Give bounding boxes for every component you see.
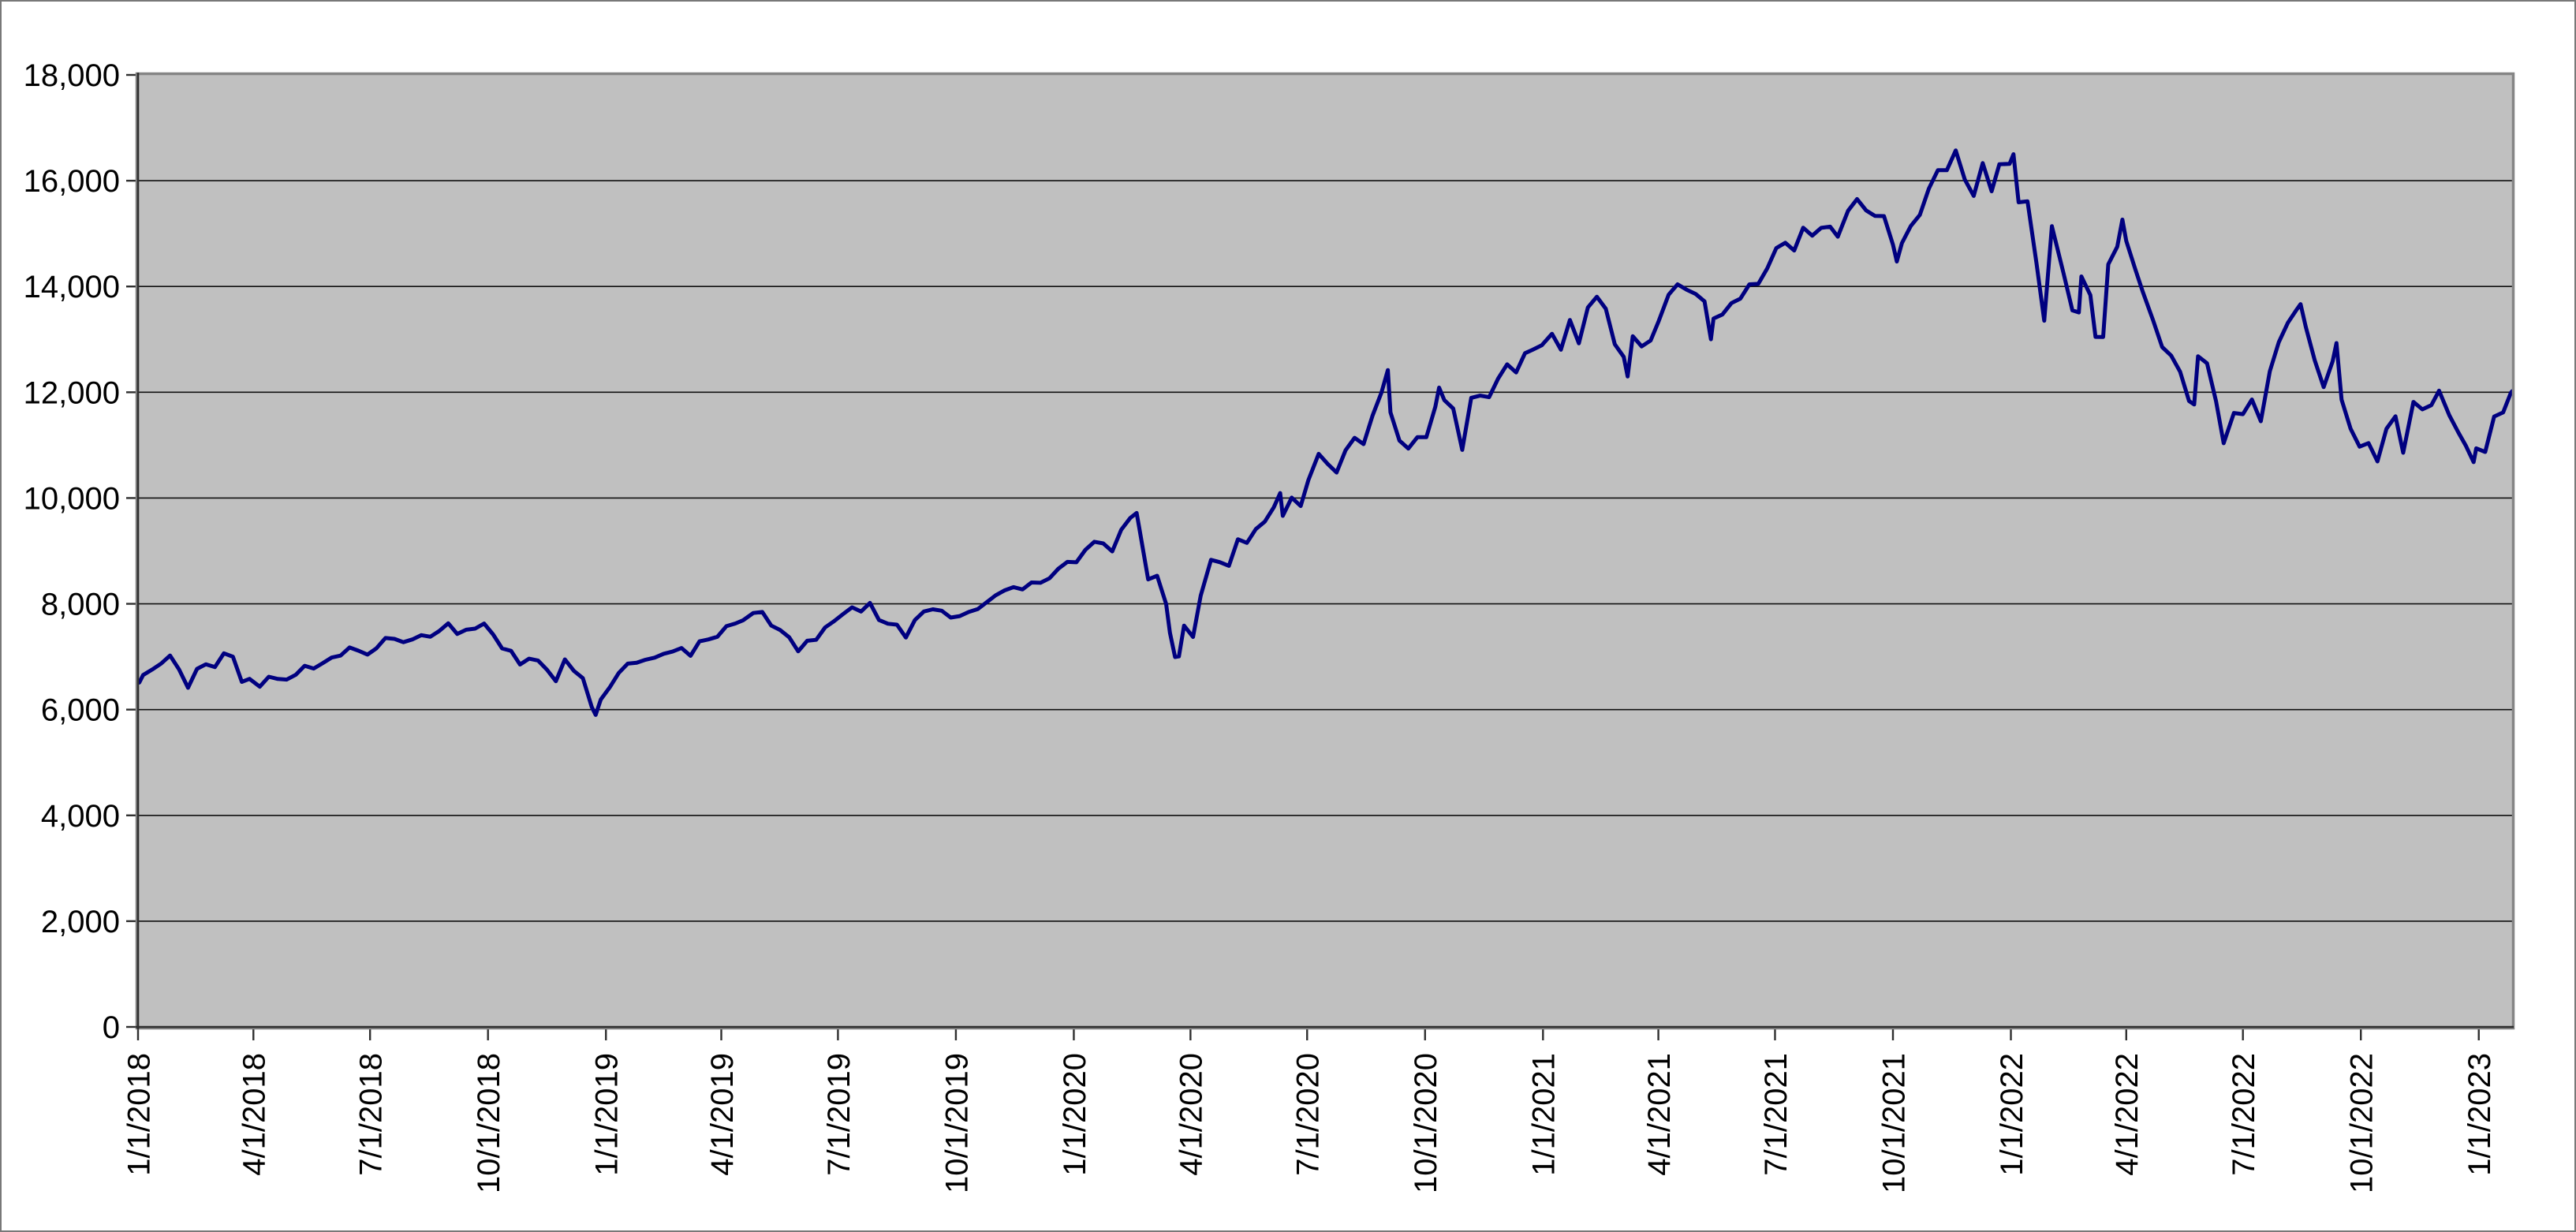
y-axis-label: 2,000 (41, 905, 120, 939)
x-axis-label: 4/1/2019 (705, 1053, 740, 1176)
x-axis-label: 7/1/2022 (2227, 1053, 2261, 1176)
y-axis-label: 12,000 (24, 375, 120, 410)
x-axis-label: 1/1/2021 (1527, 1053, 1562, 1176)
y-axis-label: 18,000 (24, 58, 120, 93)
x-axis-label: 4/1/2020 (1174, 1053, 1209, 1176)
y-axis-label: 10,000 (24, 481, 120, 516)
plot-border (135, 72, 2515, 1030)
y-axis-label: 16,000 (24, 164, 120, 199)
y-gridlines (138, 180, 2512, 922)
y-axis-label: 0 (103, 1010, 120, 1045)
x-axis-label: 10/1/2021 (1876, 1053, 1911, 1193)
x-axis-label: 10/1/2022 (2345, 1053, 2380, 1193)
x-axis-label: 7/1/2020 (1291, 1053, 1326, 1176)
x-axis-label: 7/1/2018 (354, 1053, 389, 1176)
y-axis-label: 6,000 (41, 693, 120, 728)
x-axis-label: 4/1/2018 (237, 1053, 272, 1176)
x-axis-label: 10/1/2018 (472, 1053, 506, 1193)
x-axis-label: 1/1/2018 (121, 1053, 156, 1176)
x-axis-label: 1/1/2020 (1058, 1053, 1092, 1176)
x-axis-label: 7/1/2021 (1759, 1053, 1794, 1176)
plot-background (138, 75, 2512, 1027)
y-axis-label: 8,000 (41, 588, 120, 622)
price-line-series (138, 148, 2512, 717)
x-axis-label: 7/1/2019 (822, 1053, 857, 1176)
x-axis-label: 1/1/2019 (590, 1053, 625, 1176)
x-axis-label: 4/1/2021 (1642, 1053, 1677, 1176)
y-axis-labels: 0 2,000 4,000 6,000 8,000 10,000 12,000 14,000 1… (24, 58, 120, 1045)
x-axis-label: 1/1/2023 (2462, 1053, 2497, 1176)
x-axis-label: 10/1/2019 (939, 1053, 974, 1193)
y-axis-label: 14,000 (24, 270, 120, 304)
x-axis-labels: 1/1/2018 4/1/2018 7/1/2018 10/1/2018 1/1/201… (121, 1053, 2497, 1193)
x-axis-label: 4/1/2022 (2110, 1053, 2145, 1176)
x-axis-label: 1/1/2022 (1995, 1053, 2029, 1176)
x-axis-label: 10/1/2020 (1409, 1053, 1443, 1193)
y-axis-label: 4,000 (41, 799, 120, 834)
